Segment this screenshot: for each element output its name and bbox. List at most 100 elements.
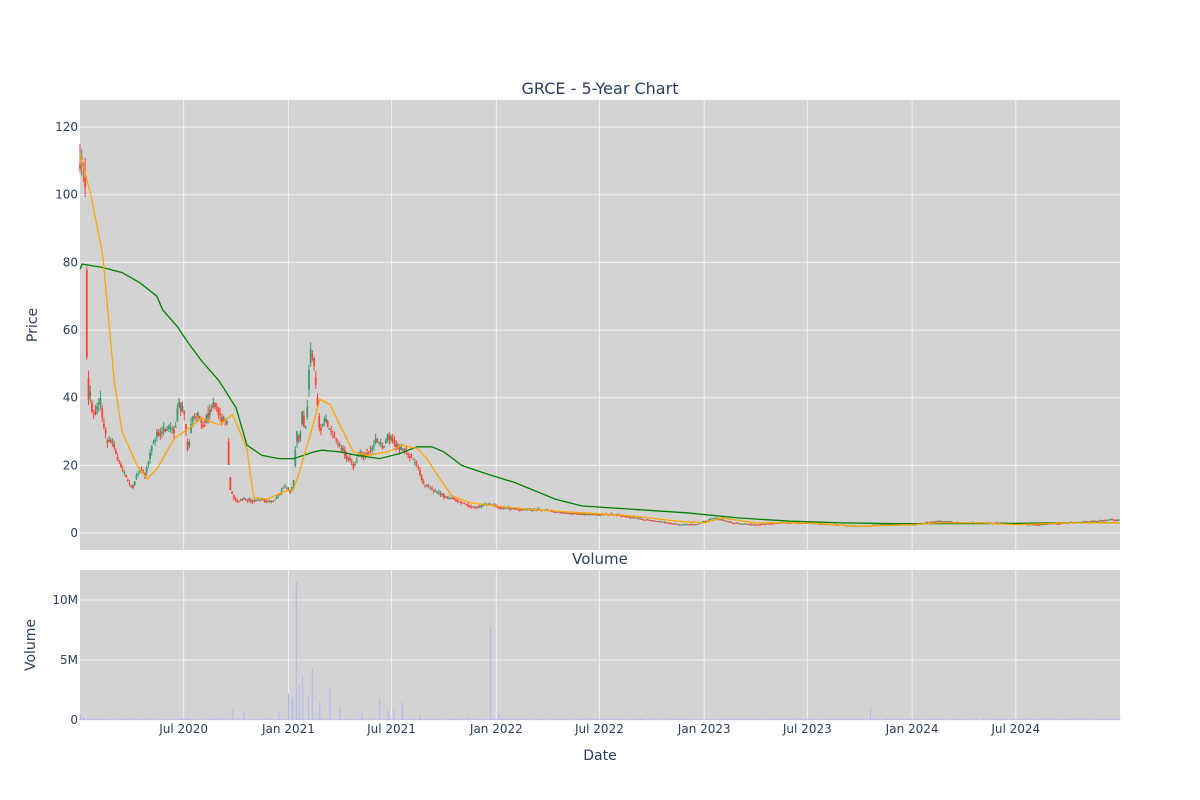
volume-bar [105, 718, 107, 720]
price-y-tick-label: 20 [63, 458, 78, 472]
volume-bar [702, 719, 704, 720]
candle-body [179, 402, 182, 412]
volume-bar [769, 718, 771, 720]
volume-bar [488, 718, 490, 720]
volume-bar [989, 718, 991, 720]
candle-body [678, 524, 681, 526]
volume-bar [95, 719, 97, 720]
volume-bar [743, 718, 745, 720]
volume-bar [739, 718, 741, 720]
candle-body [947, 521, 949, 523]
volume-bar [979, 719, 981, 720]
volume-bar [469, 718, 471, 720]
volume-bar [849, 718, 851, 720]
volume-bar [581, 719, 583, 720]
candle-body [583, 513, 585, 515]
volume-bar [490, 626, 492, 720]
candle-body [654, 520, 657, 522]
volume-bar [448, 718, 450, 720]
volume-bar [395, 719, 397, 720]
x-tick-label: Jul 2021 [366, 722, 416, 736]
volume-bar [208, 718, 210, 720]
volume-bar [178, 718, 180, 720]
candle-body [361, 453, 363, 457]
volume-bar [915, 718, 917, 720]
volume-bar [862, 718, 864, 720]
volume-bar [858, 719, 860, 720]
volume-bar [678, 718, 680, 720]
candle-body [193, 417, 196, 419]
candle-body [419, 470, 421, 476]
volume-bar [532, 719, 534, 720]
volume-bar [1089, 718, 1091, 720]
candle-body [84, 177, 87, 188]
candle-body [217, 408, 220, 415]
volume-bar [1073, 718, 1075, 720]
candle-body [513, 508, 515, 510]
candle-body [687, 524, 690, 526]
candle-body [279, 494, 281, 496]
volume-bar [627, 719, 629, 720]
candle-body [188, 442, 191, 446]
volume-bar [521, 718, 523, 720]
volume-bar [376, 718, 378, 720]
candle-body [89, 391, 92, 396]
volume-bar [429, 718, 431, 720]
candle-body [265, 500, 268, 503]
volume-bar [241, 719, 243, 720]
candle-body [743, 523, 746, 525]
volume-bar [961, 719, 963, 720]
volume-bar [161, 719, 163, 720]
volume-bar [691, 719, 693, 720]
candle-body [391, 438, 394, 442]
volume-bar [851, 719, 853, 720]
candle-body [185, 424, 187, 432]
volume-bar [667, 719, 669, 720]
candle-body [1041, 523, 1043, 525]
candle-body [94, 411, 97, 415]
volume-bar [471, 719, 473, 720]
volume-bars [79, 582, 1121, 720]
volume-bar [857, 719, 859, 720]
volume-bar [555, 719, 557, 720]
volume-bar [110, 718, 112, 720]
volume-bar [220, 718, 222, 720]
volume-bar [316, 719, 318, 720]
candle-body [716, 517, 719, 519]
volume-bar [997, 718, 999, 720]
candle-body [439, 493, 442, 496]
candle-body [376, 439, 379, 443]
candle-body [261, 499, 264, 501]
candle-body [275, 497, 278, 499]
volume-bar [285, 719, 287, 720]
volume-bar [671, 719, 673, 720]
volume-bar [717, 719, 719, 720]
candle-body [649, 520, 652, 522]
candle-body [181, 406, 184, 412]
candle-body [246, 499, 249, 501]
volume-bar [753, 719, 755, 720]
volume-bar [431, 718, 433, 720]
volume-bar [888, 718, 890, 720]
price-y-tick-label: 60 [63, 323, 78, 337]
volume-bar [527, 719, 529, 720]
volume-bar [768, 718, 770, 720]
candle-body [630, 517, 633, 519]
volume-bar [747, 719, 749, 720]
volume-bar [408, 718, 410, 720]
volume-bar [204, 719, 206, 720]
volume-bar [185, 718, 187, 720]
volume-bar [133, 718, 135, 720]
candle-body [704, 520, 707, 522]
volume-bar [826, 718, 828, 720]
volume-bar [378, 698, 381, 720]
volume-bar [638, 719, 640, 720]
volume-bar [899, 719, 901, 720]
candle-body [948, 521, 951, 523]
volume-bar [966, 719, 968, 720]
volume-bar [1011, 718, 1013, 720]
candle-body [236, 500, 239, 502]
candle-body [656, 521, 659, 523]
candle-body [337, 443, 339, 445]
candle-body [482, 504, 485, 506]
